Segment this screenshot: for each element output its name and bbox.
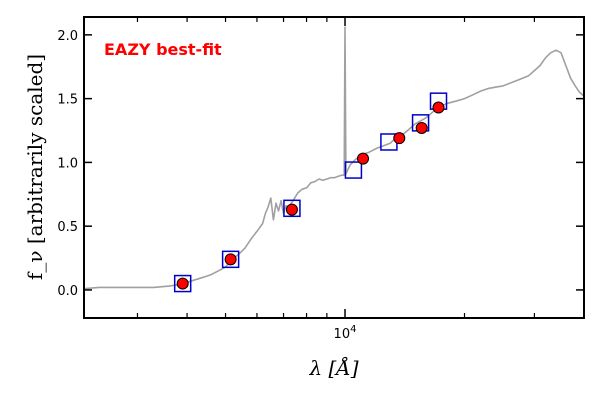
- axis-ticks: 0.0 0.5 1.0 1.5 2.0 104: [57, 17, 584, 342]
- observed-flux-point: [415, 121, 428, 134]
- model-flux-square: [344, 161, 363, 179]
- y-tick-label: 0.5: [57, 220, 78, 235]
- model-flux-square: [173, 274, 192, 293]
- y-tick-label: 2.0: [57, 29, 78, 44]
- observed-flux-point: [432, 101, 445, 114]
- plot-area: [84, 26, 584, 293]
- y-axis-label: f_ν [arbitrarily scaled]: [23, 54, 47, 280]
- data-group: [84, 26, 584, 293]
- observed-flux-point: [357, 152, 370, 165]
- observed-flux-point: [176, 277, 189, 290]
- eazy-annotation: EAZY best-fit: [104, 40, 222, 59]
- x-axis-label: λ [Å]: [308, 355, 358, 380]
- observed-flux-point: [285, 203, 298, 216]
- model-flux-square: [283, 199, 301, 218]
- y-tick-label: 1.5: [57, 93, 78, 108]
- y-tick-label: 0.0: [57, 284, 78, 299]
- model-flux-square: [221, 250, 240, 269]
- x-tick-label: 104: [334, 324, 357, 342]
- observed-flux-point: [393, 132, 406, 145]
- template-spectrum-line: [84, 26, 584, 290]
- y-tick-label: 1.0: [57, 156, 78, 171]
- plot-frame: [83, 16, 585, 319]
- observed-flux-point: [224, 253, 237, 266]
